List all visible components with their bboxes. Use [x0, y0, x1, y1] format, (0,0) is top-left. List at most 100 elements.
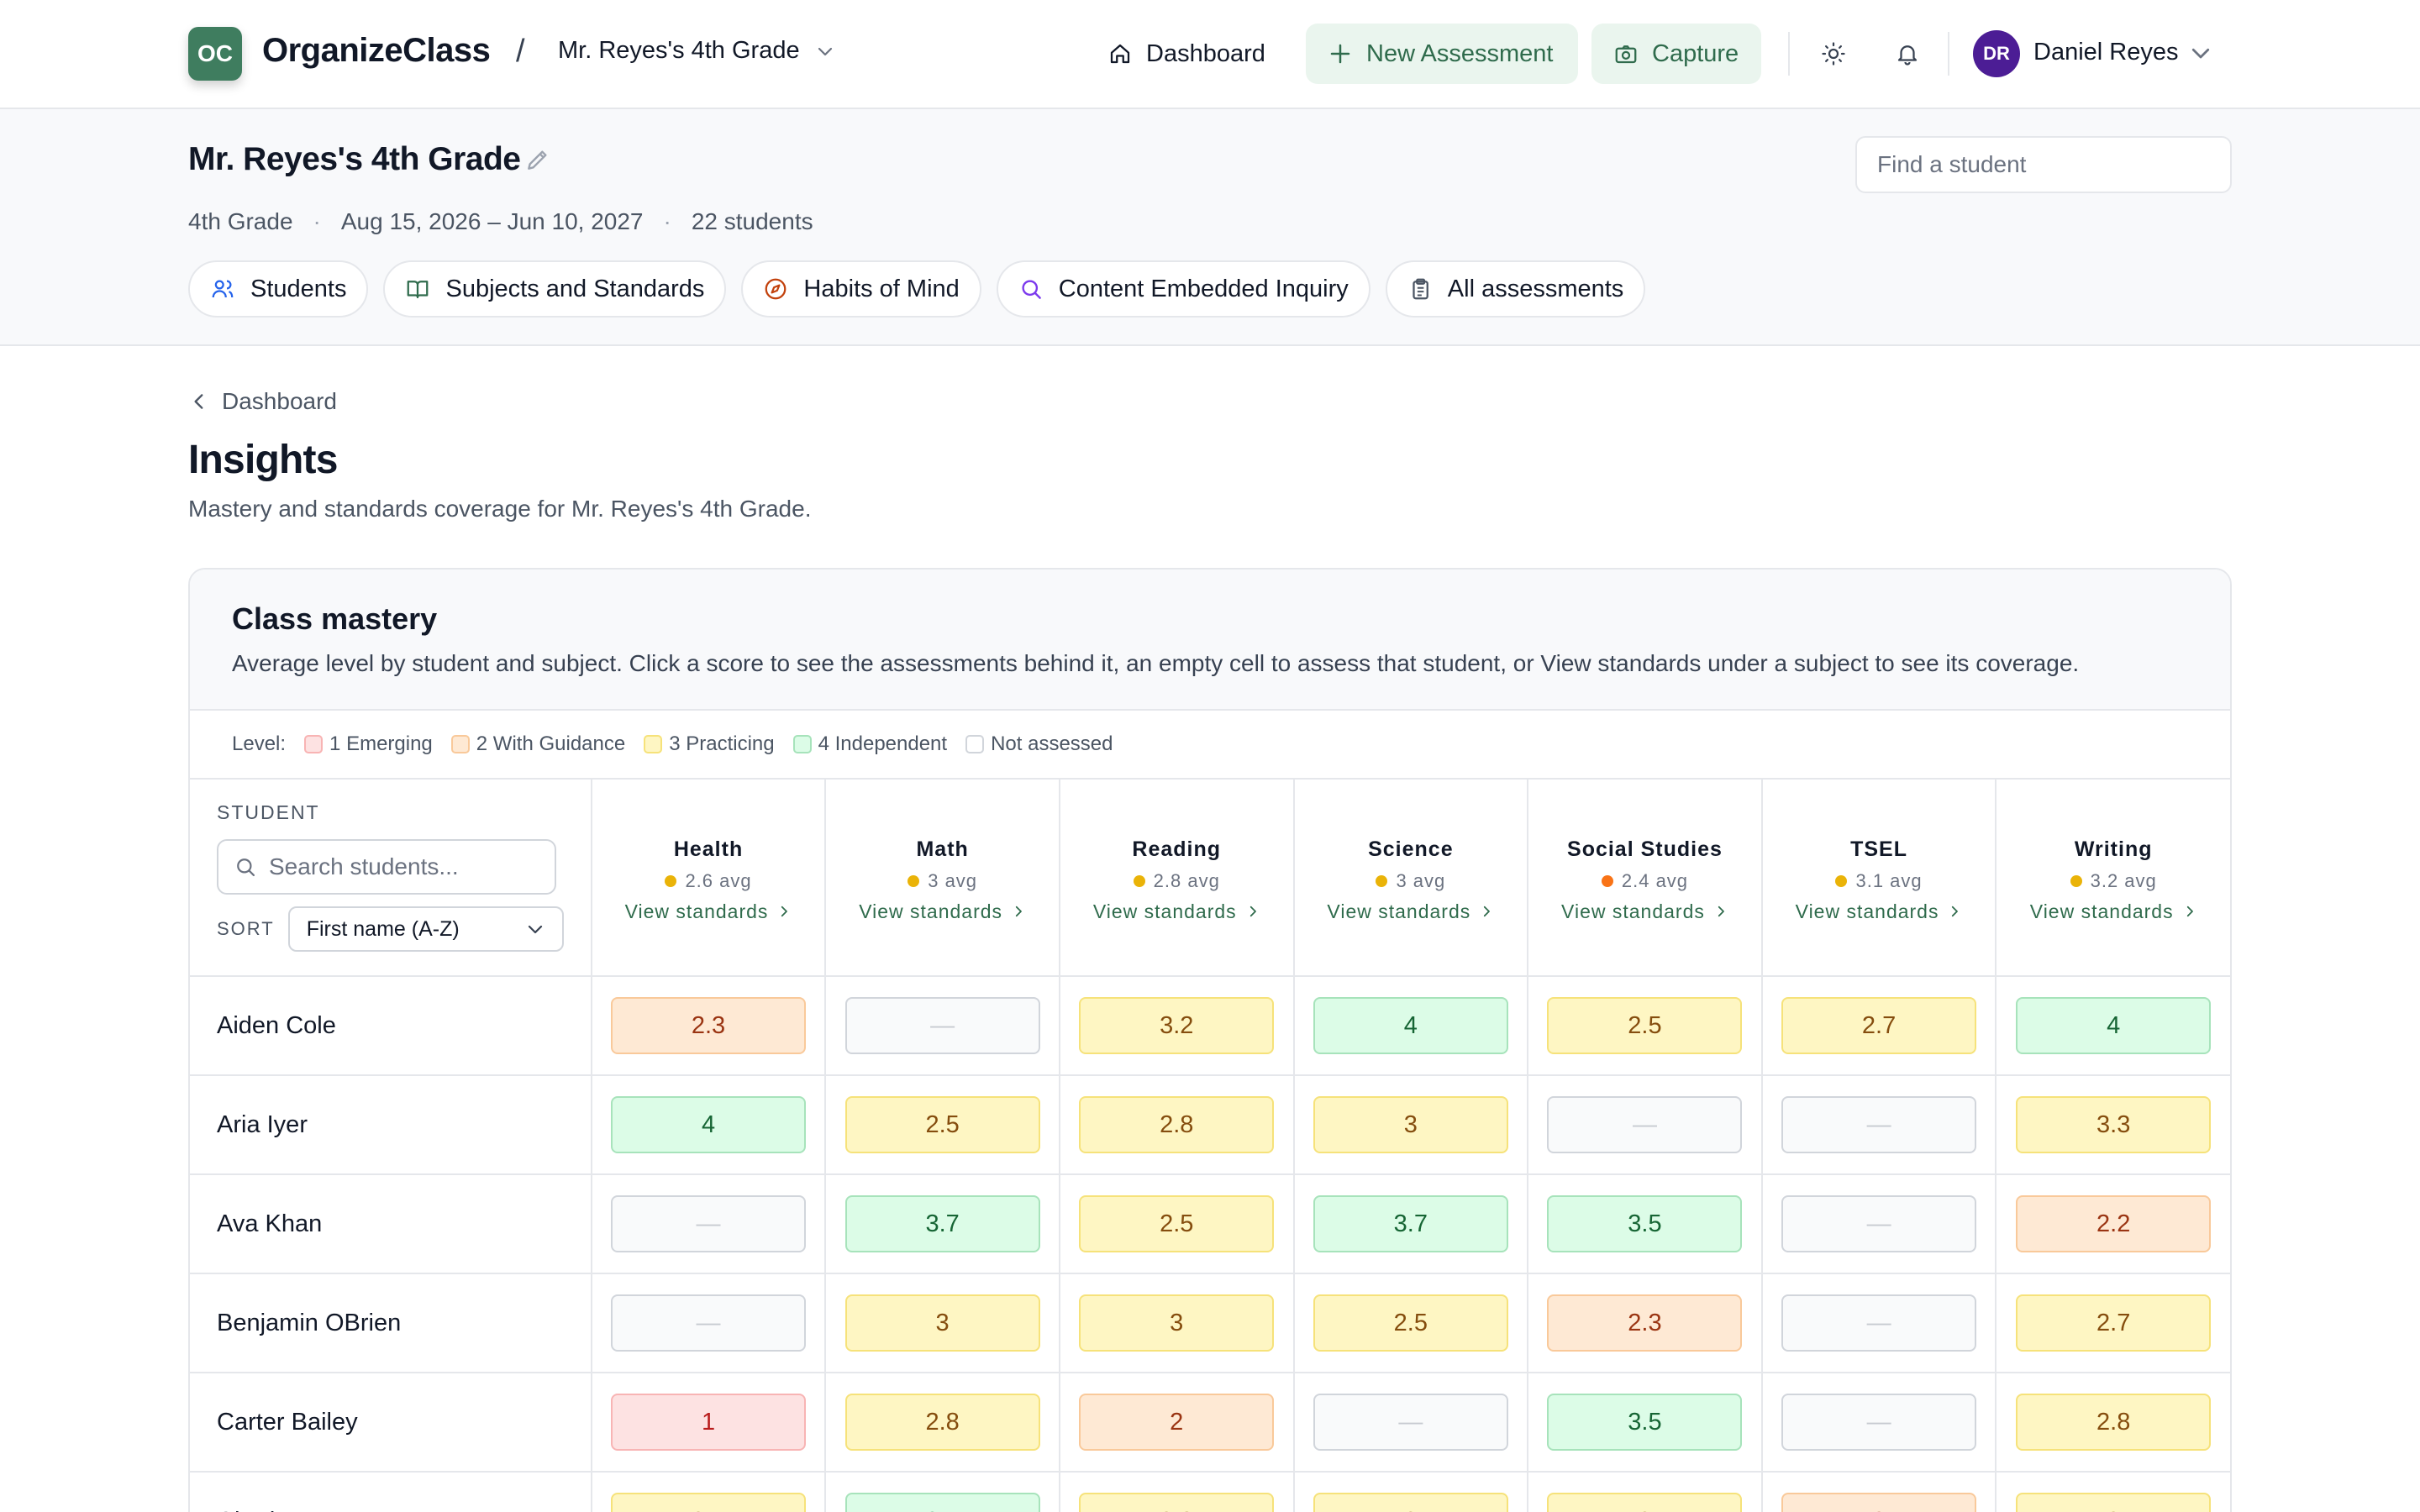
class-switcher[interactable]: Mr. Reyes's 4th Grade [558, 37, 835, 65]
score-button[interactable]: 2.5 [844, 1096, 1040, 1153]
view-standards-link[interactable]: View standards [1295, 900, 1528, 923]
score-button[interactable]: — [611, 1294, 807, 1352]
brand-name[interactable]: OrganizeClass [262, 32, 491, 69]
score-button[interactable]: 3.5 [844, 1493, 1040, 1512]
student-name[interactable]: Carter Bailey [190, 1373, 592, 1473]
score-cell: 2.5 [1059, 1174, 1295, 1274]
score-button[interactable]: — [1313, 1394, 1508, 1451]
class-student-count: 22 students [691, 208, 813, 234]
score-button[interactable]: 4 [2016, 997, 2212, 1054]
score-button[interactable]: 2.5 [611, 1493, 807, 1512]
sort-label: SORT [217, 918, 275, 939]
score-button[interactable]: 3.0 [1079, 1493, 1275, 1512]
pencil-icon[interactable] [524, 146, 551, 173]
student-name[interactable]: Ava Khan [190, 1174, 592, 1274]
nav-divider [1788, 32, 1790, 76]
score-cell: — [1528, 1075, 1763, 1175]
score-cell: 3.5 [1528, 1174, 1763, 1274]
new-assessment-button[interactable]: New Assessment [1306, 24, 1578, 84]
subject-name: Social Studies [1567, 837, 1723, 861]
score-button[interactable]: 2.3 [611, 997, 807, 1054]
notifications-button[interactable] [1887, 34, 1928, 74]
capture-button[interactable]: Capture [1591, 24, 1761, 84]
score-button[interactable]: 2.5 [1313, 1294, 1508, 1352]
score-button[interactable]: — [844, 997, 1040, 1054]
score-button[interactable]: 2.7 [2016, 1294, 2212, 1352]
user-name[interactable]: Daniel Reyes [2033, 39, 2179, 66]
view-standards-label: View standards [1561, 900, 1705, 922]
view-standards-link[interactable]: View standards [826, 900, 1059, 923]
student-name[interactable]: Benjamin OBrien [190, 1273, 592, 1373]
score-button[interactable]: 2.5 [1547, 997, 1743, 1054]
score-button[interactable]: 2 [1079, 1394, 1275, 1451]
score-button[interactable]: 2.8 [844, 1394, 1040, 1451]
score-button[interactable]: 3.7 [844, 1195, 1040, 1252]
score-button[interactable]: 3.5 [1547, 1394, 1743, 1451]
student-name[interactable]: Charlotte Nguyen [190, 1472, 592, 1512]
nav-dashboard-link[interactable]: Dashboard [1107, 24, 1265, 84]
score-button[interactable]: 3.3 [2016, 1096, 2212, 1153]
subject-name: TSEL [1850, 837, 1908, 861]
sort-value: First name (A-Z) [306, 916, 460, 941]
pill-subjects-standards[interactable]: Subjects and Standards [383, 260, 727, 318]
student-name[interactable]: Aria Iyer [190, 1075, 592, 1175]
score-button[interactable]: 2.7 [1781, 997, 1977, 1054]
score-button[interactable]: 3 [1547, 1493, 1743, 1512]
class-switcher-label: Mr. Reyes's 4th Grade [558, 37, 800, 64]
score-button[interactable]: — [1781, 1394, 1977, 1451]
subject-name: Reading [1132, 837, 1222, 861]
score-button[interactable]: — [1781, 1294, 1977, 1352]
find-student-input[interactable]: Find a student [1855, 136, 2232, 193]
subject-average: 3.2 avg [1996, 870, 2230, 892]
theme-toggle-button[interactable] [1813, 34, 1854, 74]
avatar[interactable]: DR [1973, 30, 2020, 77]
pill-habits-of-mind[interactable]: Habits of Mind [741, 260, 981, 318]
pill-all-assessments[interactable]: All assessments [1385, 260, 1646, 318]
score-button[interactable]: 3 [1313, 1493, 1508, 1512]
score-button[interactable]: 3 [2016, 1493, 2212, 1512]
score-cell: 4 [591, 1075, 827, 1175]
score-button[interactable]: 2.8 [1079, 1096, 1275, 1153]
back-to-dashboard-link[interactable]: Dashboard [188, 388, 337, 415]
score-button[interactable]: 3 [844, 1294, 1040, 1352]
score-button[interactable]: 3.7 [1313, 1195, 1508, 1252]
subject-average-text: 2.8 avg [1153, 869, 1220, 891]
score-button[interactable]: 3 [1079, 1294, 1275, 1352]
score-button[interactable]: 2.2 [2016, 1195, 2212, 1252]
sort-select[interactable]: First name (A-Z) [287, 906, 564, 952]
score-button[interactable]: 3 [1313, 1096, 1508, 1153]
score-button[interactable]: — [1547, 1096, 1743, 1153]
subject-average: 3 avg [826, 870, 1059, 892]
score-button[interactable]: 4 [1313, 997, 1508, 1054]
score-button[interactable]: 2.8 [2016, 1394, 2212, 1451]
score-button[interactable]: 4 [611, 1096, 807, 1153]
page-title: Insights [188, 438, 338, 482]
view-standards-link[interactable]: View standards [1060, 900, 1293, 923]
score-cell: — [825, 976, 1060, 1076]
view-standards-link[interactable]: View standards [1528, 900, 1761, 923]
score-button[interactable]: 3.5 [1547, 1195, 1743, 1252]
score-cell: 2.5 [1528, 976, 1763, 1076]
view-standards-link[interactable]: View standards [1996, 900, 2230, 923]
student-name[interactable]: Aiden Cole [190, 976, 592, 1076]
search-icon [237, 858, 255, 877]
view-standards-link[interactable]: View standards [1763, 900, 1996, 923]
average-dot [665, 874, 677, 887]
score-button[interactable]: 2.3 [1547, 1294, 1743, 1352]
average-dot [1601, 874, 1613, 887]
pill-students[interactable]: Students [188, 260, 369, 318]
score-button[interactable]: 2.5 [1079, 1195, 1275, 1252]
class-section-pills: Students Subjects and Standards Habits o… [188, 260, 1646, 318]
score-button[interactable]: 2 [1781, 1493, 1977, 1512]
score-button[interactable]: 3.2 [1079, 997, 1275, 1054]
score-button[interactable]: — [1781, 1195, 1977, 1252]
score-button[interactable]: 1 [611, 1394, 807, 1451]
app-logo[interactable]: OC [188, 27, 242, 81]
pill-content-embedded-inquiry[interactable]: Content Embedded Inquiry [996, 260, 1370, 318]
student-search-input[interactable]: Search students... [217, 839, 556, 895]
score-button[interactable]: — [1781, 1096, 1977, 1153]
chevron-down-icon[interactable] [2188, 40, 2213, 66]
view-standards-link[interactable]: View standards [592, 900, 825, 923]
view-standards-label: View standards [1795, 900, 1939, 922]
score-button[interactable]: — [611, 1195, 807, 1252]
